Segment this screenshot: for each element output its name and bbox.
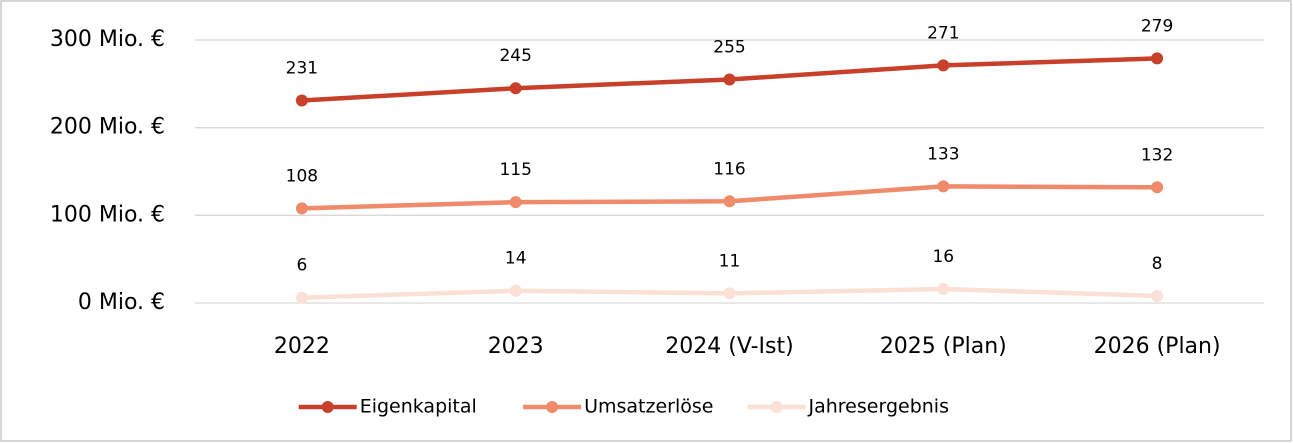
data-label: 16 (932, 247, 954, 267)
point (509, 82, 522, 95)
point (509, 284, 522, 297)
data-label: 6 (296, 256, 307, 276)
y-tick-label: 100 Mio. € (50, 202, 165, 227)
data-label: 279 (1141, 16, 1173, 36)
data-label: 231 (286, 58, 318, 78)
point (1151, 52, 1164, 65)
point (937, 59, 950, 72)
point (937, 180, 950, 193)
legend-label: Jahresergebnis (808, 396, 949, 418)
data-label: 132 (1141, 145, 1173, 165)
point (723, 73, 736, 86)
legend-label: Umsatzerlöse (584, 396, 713, 418)
point (723, 195, 736, 208)
legend-marker (546, 401, 559, 413)
point (1151, 181, 1164, 194)
data-label: 133 (927, 144, 959, 164)
data-label: 271 (927, 23, 959, 43)
point (295, 94, 308, 107)
data-label: 8 (1152, 254, 1163, 274)
data-label: 116 (713, 159, 745, 179)
y-tick-label: 200 Mio. € (50, 115, 165, 140)
point (509, 196, 522, 209)
data-label: 255 (713, 37, 745, 57)
point (723, 287, 736, 300)
legend-marker (321, 401, 334, 413)
point (937, 282, 950, 295)
data-label: 245 (499, 46, 531, 66)
point (1151, 289, 1164, 302)
x-tick-label: 2026 (Plan) (1094, 334, 1221, 359)
data-label: 115 (499, 160, 531, 180)
x-tick-label: 2022 (274, 334, 330, 359)
point (295, 202, 308, 215)
y-tick-label: 0 Mio. € (78, 290, 165, 315)
point (295, 291, 308, 304)
y-tick-label: 300 Mio. € (50, 27, 165, 52)
legend-marker (770, 401, 783, 413)
x-tick-label: 2024 (V-Ist) (665, 334, 793, 359)
legend-label: Eigenkapital (360, 396, 477, 418)
x-tick-label: 2023 (488, 334, 544, 359)
data-label: 11 (719, 251, 741, 271)
data-label: 14 (505, 249, 527, 269)
x-tick-label: 2025 (Plan) (880, 334, 1007, 359)
data-label: 108 (286, 166, 318, 186)
